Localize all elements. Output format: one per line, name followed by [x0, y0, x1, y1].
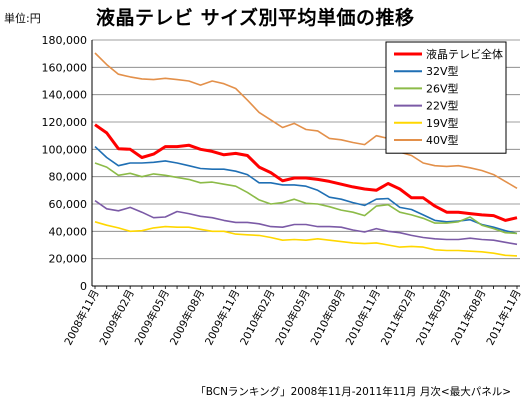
- x-tick-label: 2011年05月: [413, 287, 453, 347]
- y-tick-label: 80,000: [49, 171, 88, 184]
- y-tick-label: 160,000: [42, 61, 88, 74]
- x-tick-label: 2011年02月: [378, 287, 418, 347]
- legend-label: 22V型: [426, 99, 459, 113]
- y-tick-label: 180,000: [42, 34, 88, 47]
- y-tick-label: 40,000: [49, 225, 88, 238]
- x-tick-label: 2009年08月: [167, 287, 207, 347]
- series-line-3: [94, 199, 518, 246]
- x-tick-label: 2010年11月: [343, 287, 383, 347]
- y-tick-label: 100,000: [42, 143, 88, 156]
- source-note: 「BCNランキング」2008年11月-2011年11月 月次<最大パネル>: [195, 386, 511, 398]
- x-tick-label: 2008年11月: [61, 287, 101, 347]
- series-line-1: [94, 146, 518, 235]
- legend-box: [385, 41, 507, 154]
- x-tick-label: 2009年02月: [97, 287, 137, 347]
- x-tick-label: 2009年11月: [202, 287, 242, 347]
- y-tick-label: 0: [80, 280, 87, 293]
- series-line-4: [94, 221, 518, 257]
- y-tick-label: 20,000: [49, 253, 88, 266]
- series-line-2: [94, 162, 518, 235]
- legend-label: 32V型: [426, 64, 459, 78]
- legend-label: 40V型: [426, 133, 459, 147]
- legend-label: 液晶テレビ全体: [426, 47, 503, 61]
- x-tick-label: 2010年05月: [272, 287, 312, 347]
- x-tick-label: 2010年02月: [237, 287, 277, 347]
- series-line-5: [94, 52, 518, 189]
- x-tick-label: 2011年08月: [448, 287, 488, 347]
- legend-label: 26V型: [426, 81, 459, 95]
- y-tick-label: 140,000: [42, 89, 88, 102]
- y-tick-label: 60,000: [49, 198, 88, 211]
- x-tick-label: 2009年05月: [132, 287, 172, 347]
- x-tick-label: 2011年11月: [483, 287, 523, 347]
- unit-label: 単位:円: [4, 12, 41, 25]
- chart-title: 液晶テレビ サイズ別平均単価の推移: [96, 7, 415, 29]
- x-tick-label: 2010年08月: [308, 287, 348, 347]
- series-line-total: [94, 123, 518, 222]
- y-tick-label: 120,000: [42, 116, 88, 129]
- legend-label: 19V型: [426, 116, 459, 130]
